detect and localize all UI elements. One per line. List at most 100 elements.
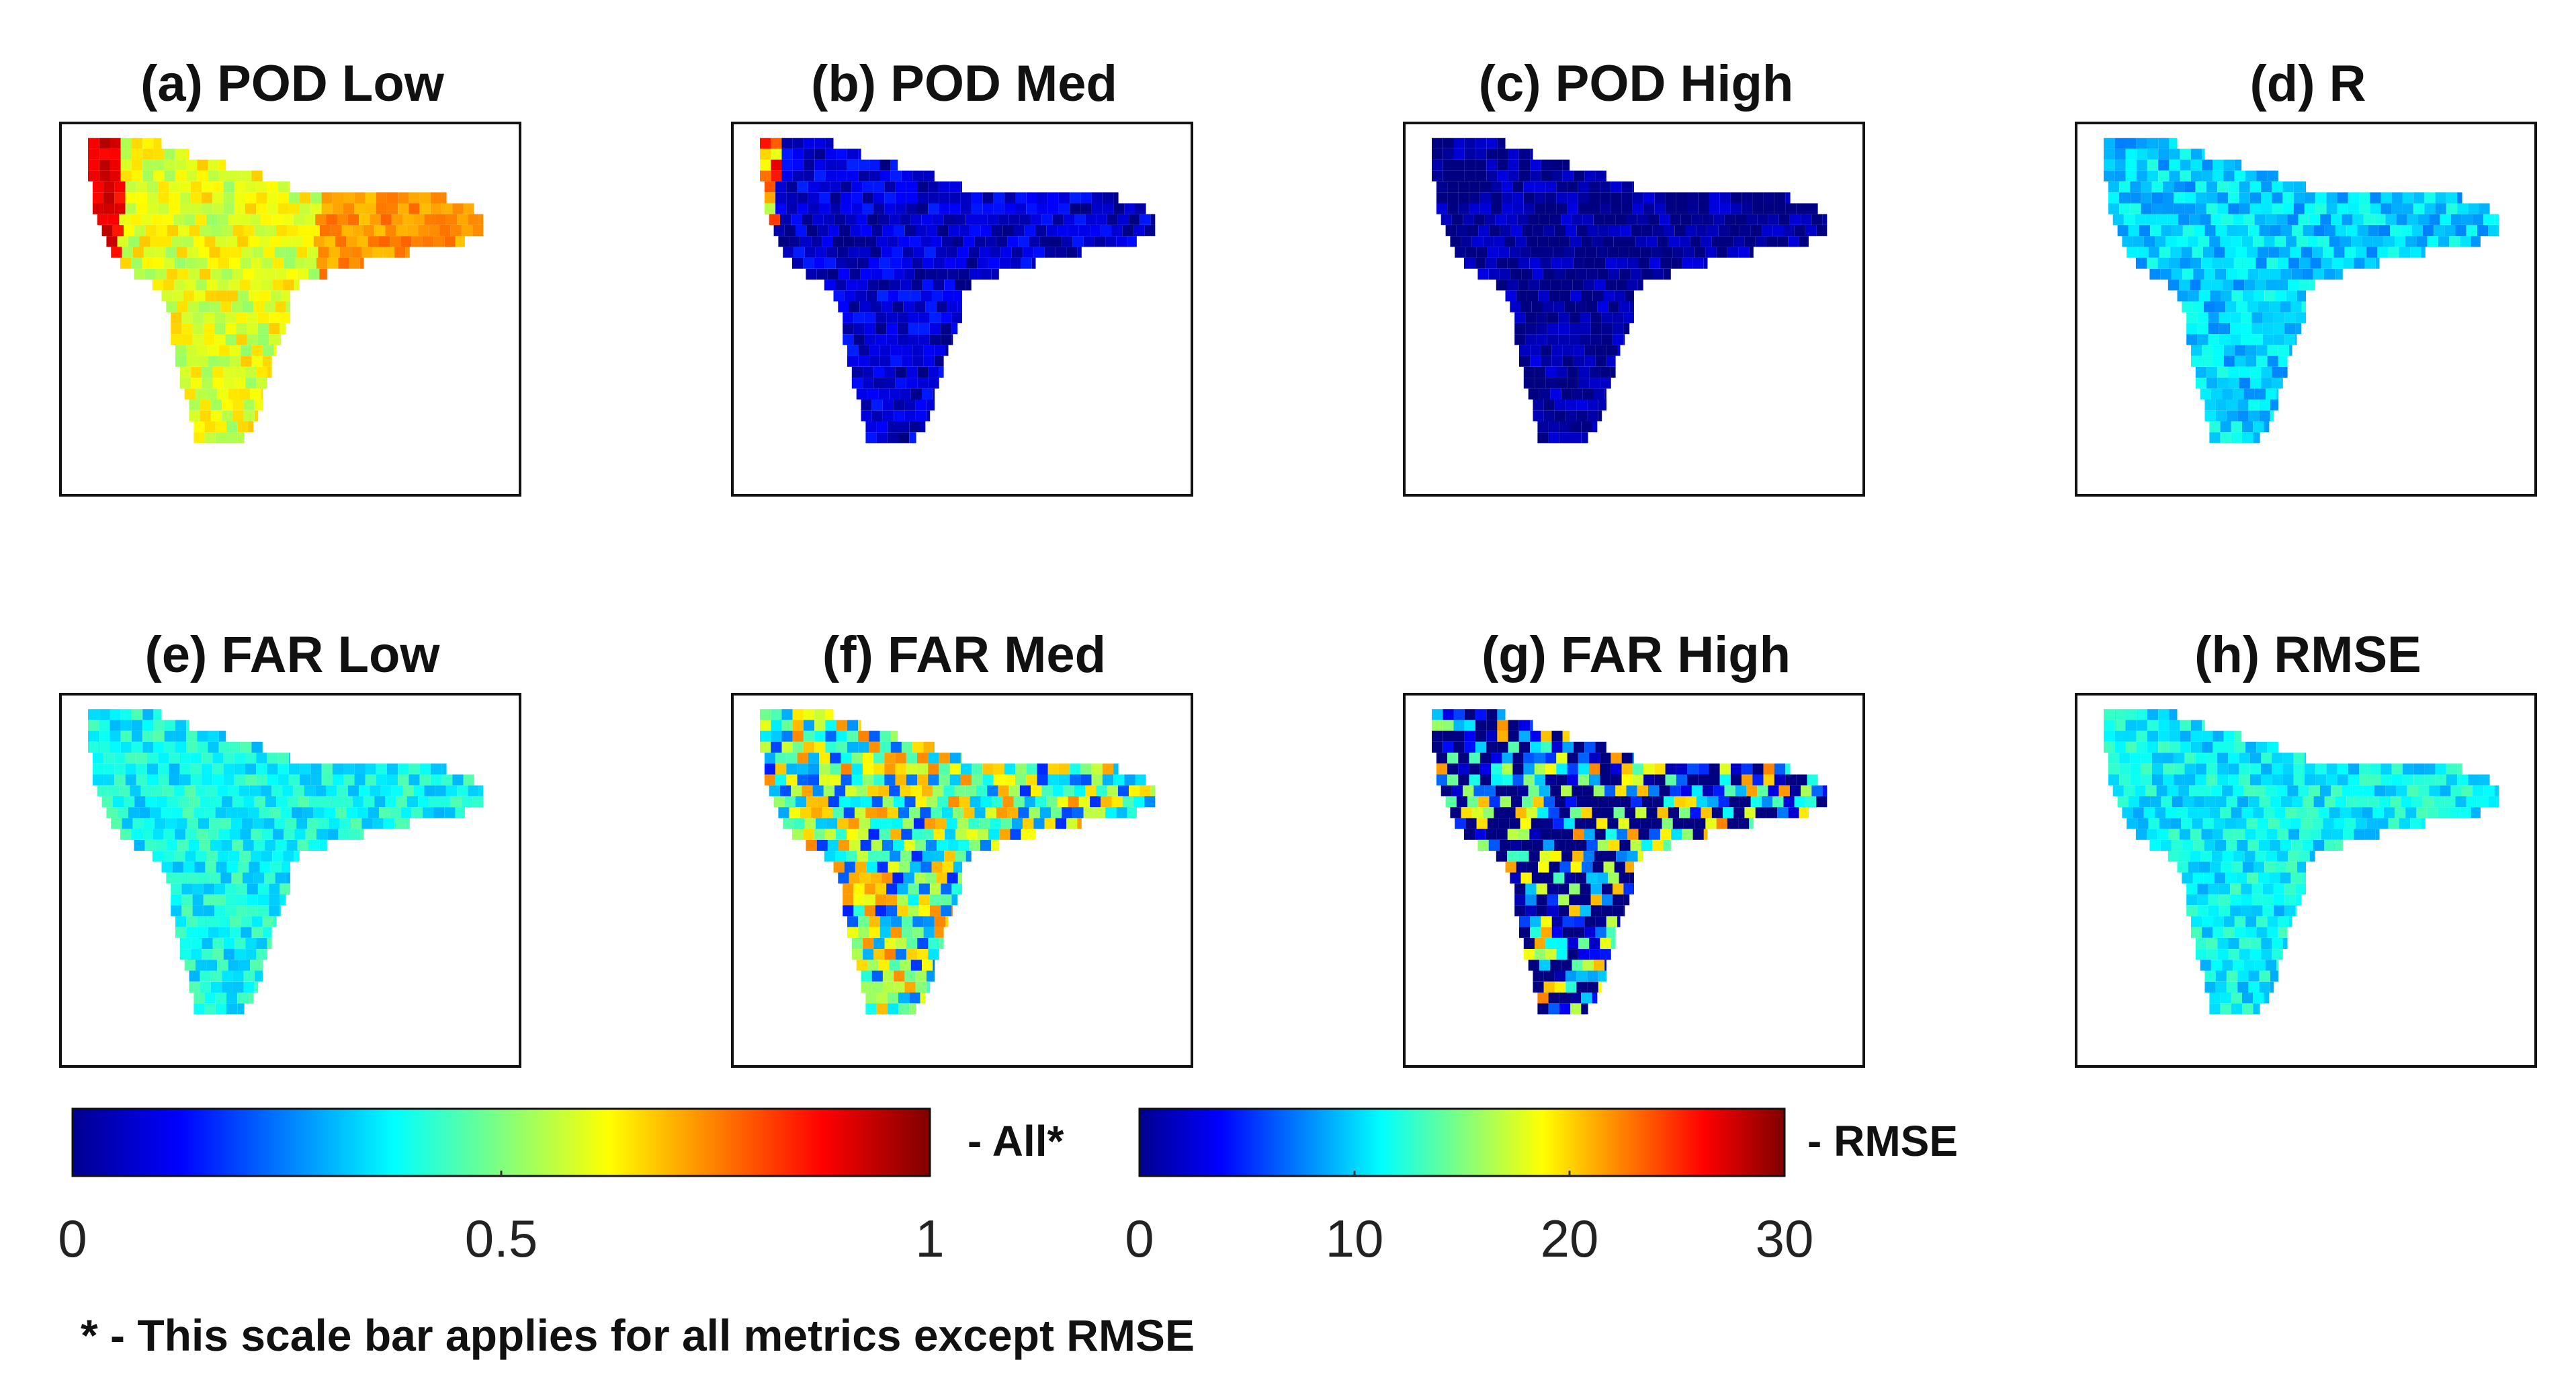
- heatmap-cell: [894, 225, 905, 237]
- heatmap-cell: [945, 257, 956, 269]
- heatmap-cell: [2174, 181, 2185, 193]
- heatmap-cell: [1587, 796, 1598, 808]
- heatmap-cell: [1567, 378, 1578, 389]
- heatmap-cell: [261, 257, 273, 269]
- heatmap-cell: [925, 872, 937, 884]
- heatmap-cell: [2267, 345, 2278, 356]
- heatmap-cell: [2217, 753, 2229, 764]
- heatmap-cell: [861, 981, 872, 993]
- heatmap-cell: [808, 774, 819, 786]
- heatmap-cell: [2270, 225, 2281, 237]
- colorbar-all: [71, 1107, 931, 1177]
- heatmap-cell: [941, 894, 952, 906]
- heatmap-cell: [287, 225, 298, 237]
- heatmap-cell: [1550, 280, 1562, 291]
- heatmap-cell: [230, 916, 241, 927]
- heatmap-cell: [1596, 247, 1608, 258]
- heatmap-cell: [2375, 257, 2380, 269]
- heatmap-cell: [2288, 257, 2300, 269]
- heatmap-cell: [1530, 916, 1541, 927]
- heatmap-cell: [218, 280, 229, 291]
- heatmap-cell: [239, 214, 250, 225]
- heatmap-cell: [1559, 421, 1570, 433]
- heatmap-cell: [298, 796, 309, 808]
- heatmap-cell: [1504, 807, 1516, 818]
- heatmap-cell: [368, 236, 379, 247]
- heatmap-cell: [150, 807, 161, 818]
- heatmap-cell: [1523, 949, 1535, 960]
- heatmap-cell: [2411, 796, 2423, 808]
- heatmap-cell: [939, 203, 950, 214]
- heatmap-cell: [2171, 839, 2183, 851]
- heatmap-cell: [265, 796, 277, 808]
- heatmap-cell: [933, 280, 945, 291]
- heatmap-cell: [2234, 170, 2245, 181]
- heatmap-cell: [1608, 268, 1620, 280]
- heatmap-cell: [239, 960, 250, 971]
- heatmap-cell: [2248, 796, 2260, 808]
- heatmap-cell: [827, 839, 839, 851]
- panel-f: [731, 693, 1193, 1068]
- heatmap-cell: [1555, 399, 1566, 411]
- heatmap-cell: [1491, 192, 1502, 204]
- heatmap-cell: [1679, 807, 1690, 818]
- heatmap-cell: [359, 829, 364, 840]
- heatmap-cell: [1582, 388, 1594, 400]
- heatmap-cell: [1021, 257, 1032, 269]
- heatmap-cell: [2231, 1003, 2242, 1015]
- heatmap-cell: [903, 301, 914, 312]
- heatmap-cell: [2160, 839, 2172, 851]
- heatmap-cell: [2259, 410, 2270, 421]
- heatmap-cell: [864, 312, 875, 323]
- heatmap-cell: [261, 960, 263, 971]
- heatmap-cell: [172, 290, 183, 302]
- heatmap-cell: [2326, 192, 2337, 204]
- heatmap-cell: [1465, 818, 1477, 829]
- heatmap-cell: [1573, 829, 1584, 840]
- heatmap-cell: [195, 960, 207, 971]
- heatmap-cell: [853, 323, 865, 335]
- heatmap-cell: [1549, 861, 1560, 873]
- heatmap-cell: [2272, 949, 2283, 960]
- heatmap-cell: [1467, 225, 1479, 237]
- heatmap-cell: [1539, 785, 1550, 796]
- heatmap-cell: [937, 268, 948, 280]
- heatmap-cell: [1441, 214, 1452, 225]
- heatmap-cell: [206, 960, 218, 971]
- heatmap-cell: [843, 312, 854, 323]
- heatmap-cell: [200, 225, 211, 237]
- heatmap-cell: [1668, 236, 1680, 247]
- heatmap-cell: [868, 829, 879, 840]
- heatmap-cell: [1617, 829, 1628, 840]
- heatmap-cell: [1740, 796, 1751, 808]
- heatmap-cell: [902, 170, 913, 181]
- heatmap-cell: [2108, 192, 2120, 204]
- heatmap-cell: [2262, 334, 2274, 345]
- heatmap-cell: [2192, 247, 2203, 258]
- heatmap-cell: [906, 937, 918, 950]
- heatmap-cell: [88, 170, 99, 181]
- heatmap-cell: [1548, 993, 1559, 1004]
- heatmap-cell: [2259, 399, 2270, 411]
- heatmap-cell: [2222, 214, 2233, 225]
- heatmap-cell: [803, 829, 814, 840]
- heatmap-cell: [826, 818, 838, 829]
- heatmap-cell: [186, 916, 198, 927]
- heatmap-cell: [2190, 741, 2202, 753]
- heatmap-cell: [939, 763, 950, 775]
- heatmap-cell: [906, 366, 918, 378]
- heatmap-cell: [131, 720, 143, 731]
- heatmap-cell: [208, 159, 219, 171]
- heatmap-cell: [167, 268, 178, 280]
- heatmap-cell: [923, 345, 935, 356]
- heatmap-cell: [1565, 981, 1577, 993]
- heatmap-cell: [2253, 1003, 2260, 1015]
- heatmap-cell: [920, 861, 932, 873]
- heatmap-cell: [209, 818, 220, 829]
- heatmap-cell: [830, 181, 841, 193]
- heatmap-cell: [131, 149, 143, 160]
- heatmap-cell: [108, 214, 120, 225]
- heatmap-cell: [185, 829, 197, 840]
- heatmap-cell: [197, 927, 208, 938]
- heatmap-cell: [265, 268, 276, 280]
